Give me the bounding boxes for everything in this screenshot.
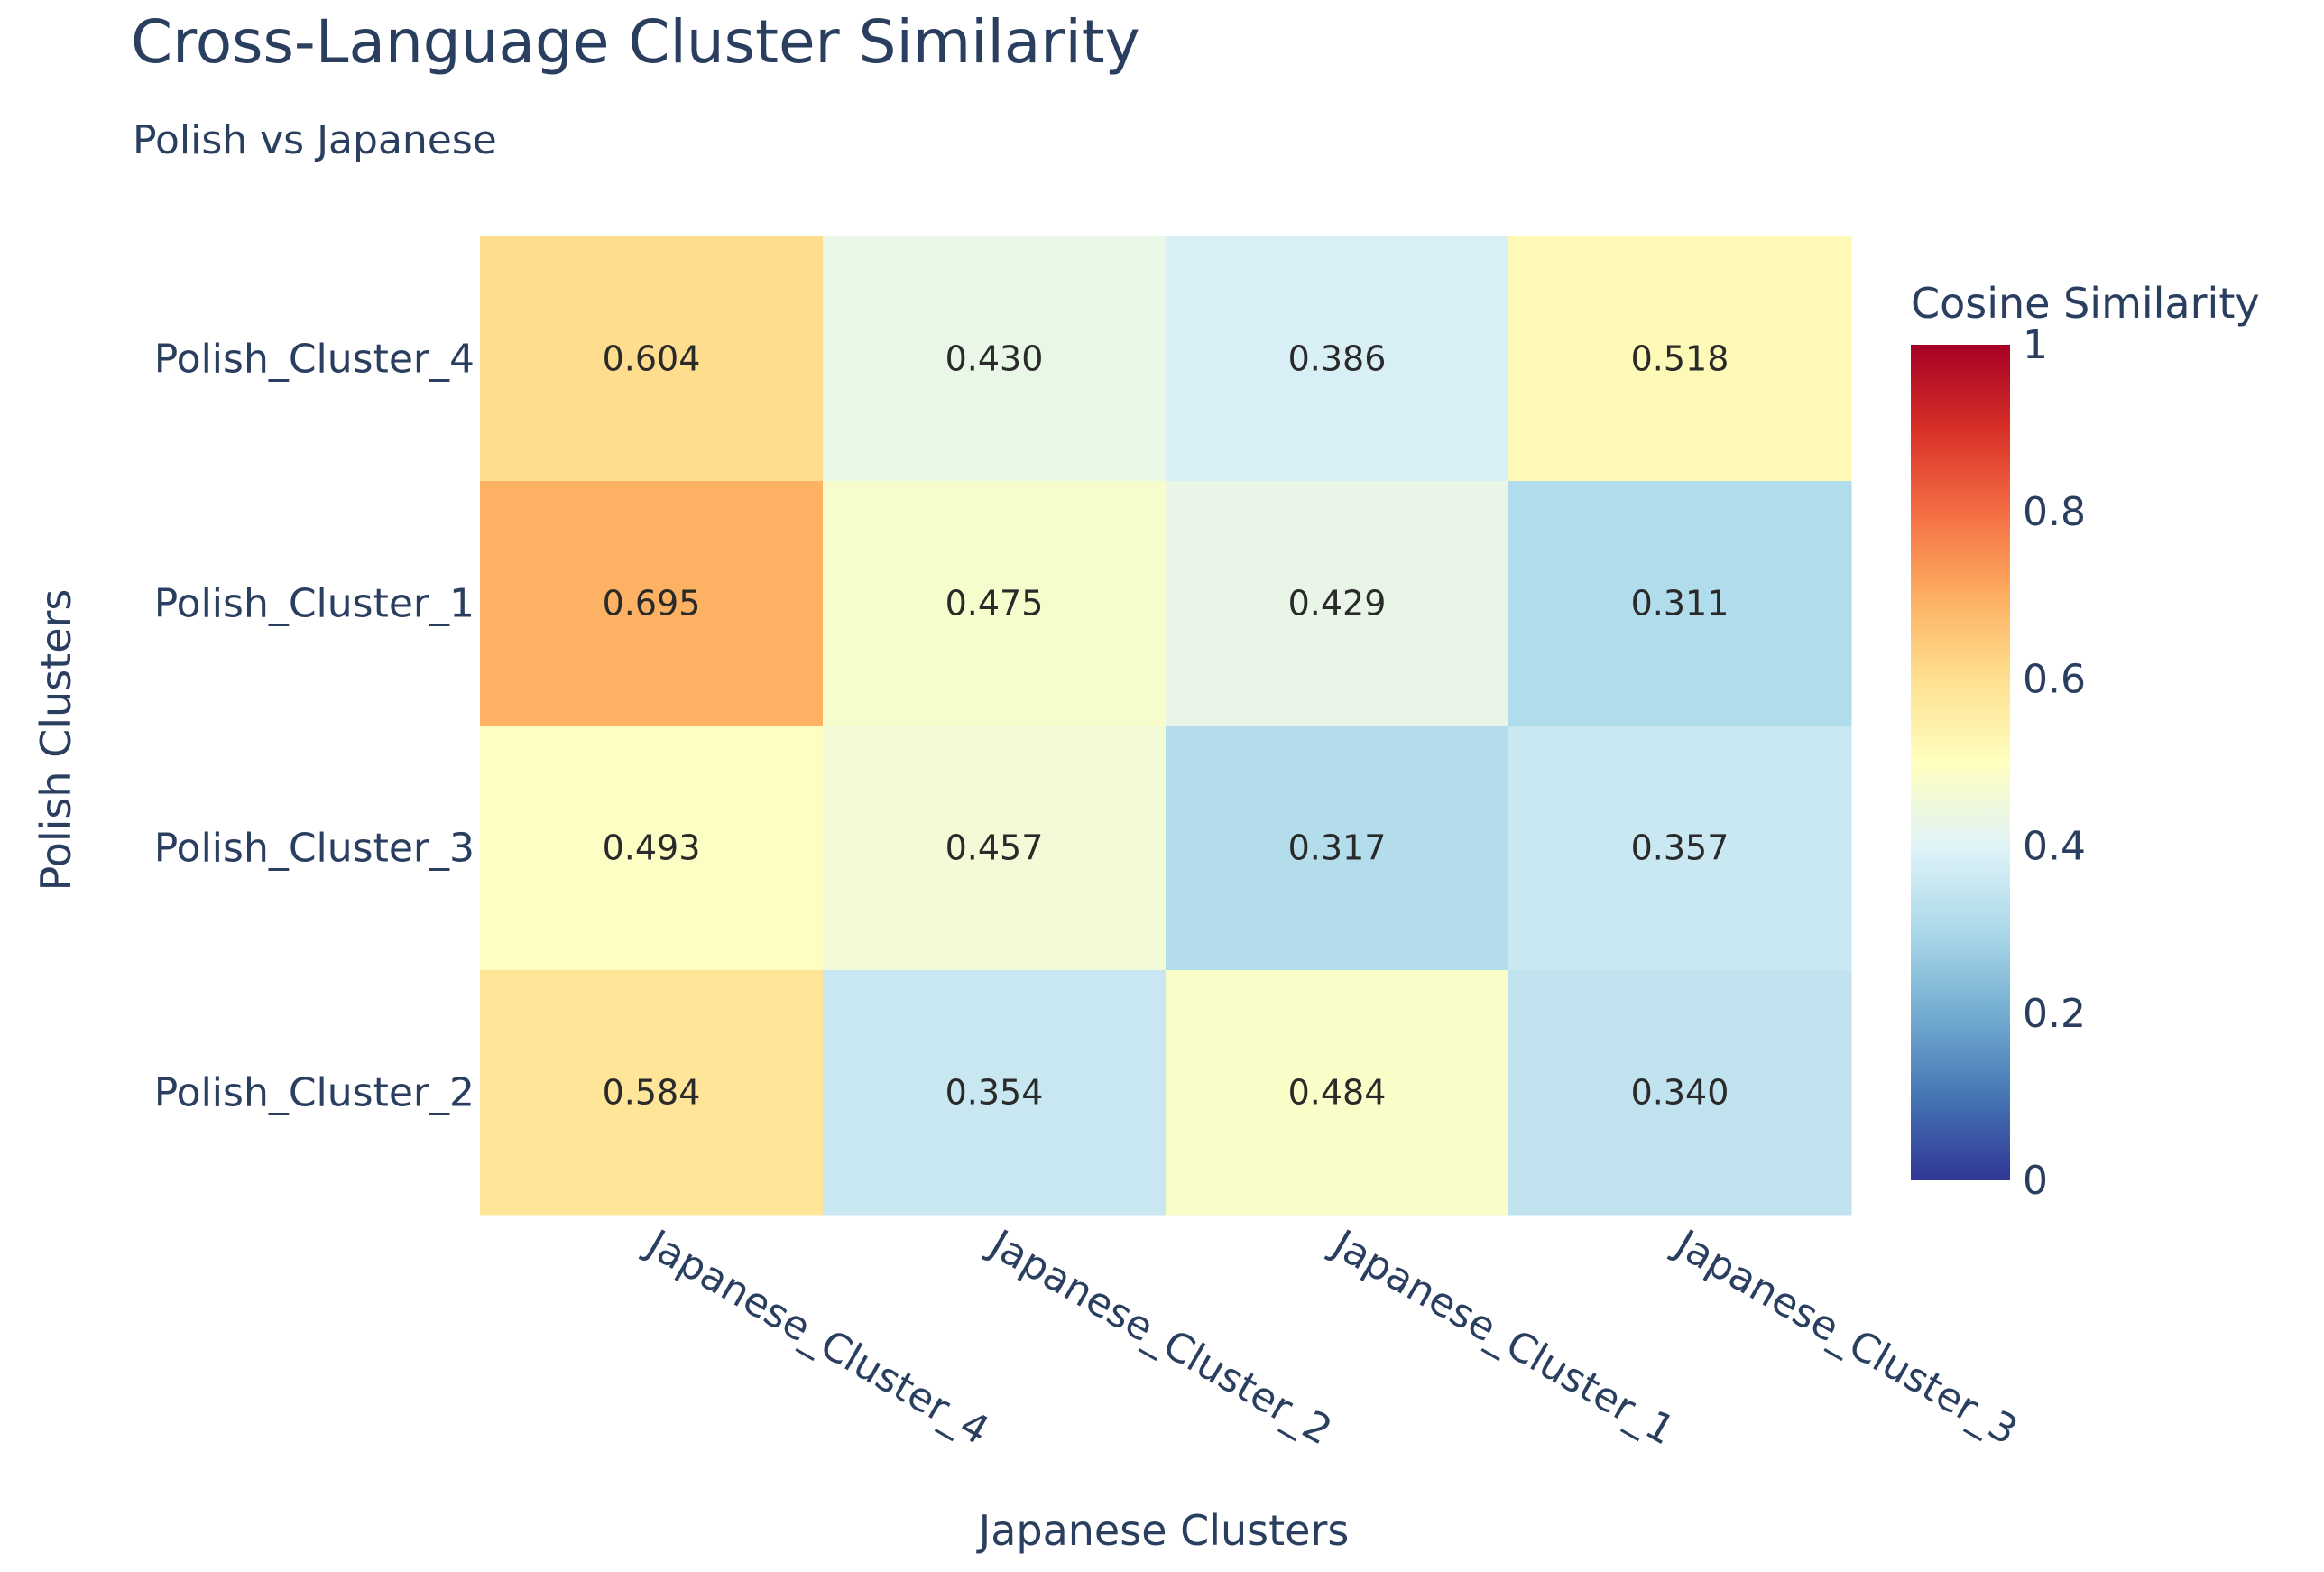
y-tick-label-1: Polish_Cluster_4 bbox=[154, 337, 475, 383]
heatmap-cell-2-1 bbox=[480, 481, 824, 726]
x-tick-label-4: Japanese_Cluster_3 bbox=[1665, 1220, 2025, 1455]
colorbar-tick-4: 0.8 bbox=[2023, 489, 2086, 535]
colorbar-tick-2: 0.4 bbox=[2023, 824, 2086, 870]
cell-label-2-3: 0.429 bbox=[1288, 584, 1387, 624]
cell-label-2-4: 0.311 bbox=[1631, 584, 1729, 624]
heatmap-cell-1-1 bbox=[480, 236, 824, 482]
cell-label-4-4: 0.340 bbox=[1631, 1073, 1729, 1113]
cell-label-3-3: 0.317 bbox=[1288, 828, 1387, 868]
y-tick-label-2: Polish_Cluster_1 bbox=[154, 581, 475, 627]
colorbar-tick-3: 0.6 bbox=[2023, 656, 2086, 702]
y-tick-label-4: Polish_Cluster_2 bbox=[154, 1070, 475, 1116]
cell-label-3-2: 0.457 bbox=[945, 828, 1044, 868]
x-axis-title: Japanese Clusters bbox=[976, 1506, 1350, 1555]
x-tick-label-1: Japanese_Cluster_4 bbox=[637, 1220, 997, 1455]
colorbar-tick-0: 0 bbox=[2023, 1158, 2048, 1204]
heatmap-cell-2-4 bbox=[1508, 481, 1852, 726]
heatmap-cell-3-4 bbox=[1508, 726, 1852, 971]
cell-label-4-2: 0.354 bbox=[945, 1073, 1044, 1113]
cell-label-1-3: 0.386 bbox=[1288, 339, 1387, 379]
heatmap-cell-4-1 bbox=[480, 970, 824, 1216]
cell-label-4-1: 0.584 bbox=[603, 1073, 701, 1113]
y-axis-title: Polish Clusters bbox=[32, 589, 80, 892]
cell-label-1-1: 0.604 bbox=[603, 339, 701, 379]
cell-label-4-3: 0.484 bbox=[1288, 1073, 1387, 1113]
heatmap-cell-2-2 bbox=[823, 481, 1167, 726]
chart-subtitle: Polish vs Japanese bbox=[133, 117, 497, 163]
heatmap-cell-3-1 bbox=[480, 726, 824, 971]
colorbar-tick-1: 0.2 bbox=[2023, 991, 2086, 1037]
colorbar-tick-labels: 0 0.2 0.4 0.6 0.8 1 bbox=[2023, 322, 2086, 1204]
cell-label-2-2: 0.475 bbox=[945, 584, 1044, 624]
heatmap-cell-1-2 bbox=[823, 236, 1167, 482]
cell-label-3-1: 0.493 bbox=[603, 828, 701, 868]
y-axis-tick-labels: Polish_Cluster_4 Polish_Cluster_1 Polish_C… bbox=[154, 337, 475, 1116]
heatmap-cell-3-3 bbox=[1166, 726, 1509, 971]
heatmap-cell-2-3 bbox=[1166, 481, 1509, 726]
cell-label-2-1: 0.695 bbox=[603, 584, 701, 624]
cell-value-labels: 0.604 0.430 0.386 0.518 0.695 0.475 0.429 0.311… bbox=[603, 339, 1729, 1113]
cell-label-1-2: 0.430 bbox=[945, 339, 1044, 379]
chart-title: Cross-Language Cluster Similarity bbox=[131, 7, 1140, 77]
colorbar: Cosine Similarity 0 0.2 0.4 0.6 0.8 1 bbox=[1911, 279, 2260, 1204]
cell-label-1-4: 0.518 bbox=[1631, 339, 1729, 379]
heatmap-cell-4-3 bbox=[1166, 970, 1509, 1216]
y-tick-label-3: Polish_Cluster_3 bbox=[154, 826, 475, 872]
colorbar-gradient bbox=[1911, 345, 2010, 1180]
heatmap-cell-4-2 bbox=[823, 970, 1167, 1216]
cell-label-3-4: 0.357 bbox=[1631, 828, 1729, 868]
colorbar-title: Cosine Similarity bbox=[1911, 279, 2260, 328]
heatmap-cell-1-4 bbox=[1508, 236, 1852, 482]
heatmap-cell-1-3 bbox=[1166, 236, 1509, 482]
colorbar-tick-5: 1 bbox=[2023, 322, 2048, 368]
x-axis-tick-labels: Japanese_Cluster_4Japanese_Cluster_2Japa… bbox=[637, 1220, 2025, 1455]
x-tick-label-2: Japanese_Cluster_2 bbox=[980, 1220, 1340, 1455]
x-tick-label-3: Japanese_Cluster_1 bbox=[1323, 1220, 1683, 1455]
heatmap-cells bbox=[480, 236, 1852, 1216]
heatmap-cell-3-2 bbox=[823, 726, 1167, 971]
heatmap-cell-4-4 bbox=[1508, 970, 1852, 1216]
